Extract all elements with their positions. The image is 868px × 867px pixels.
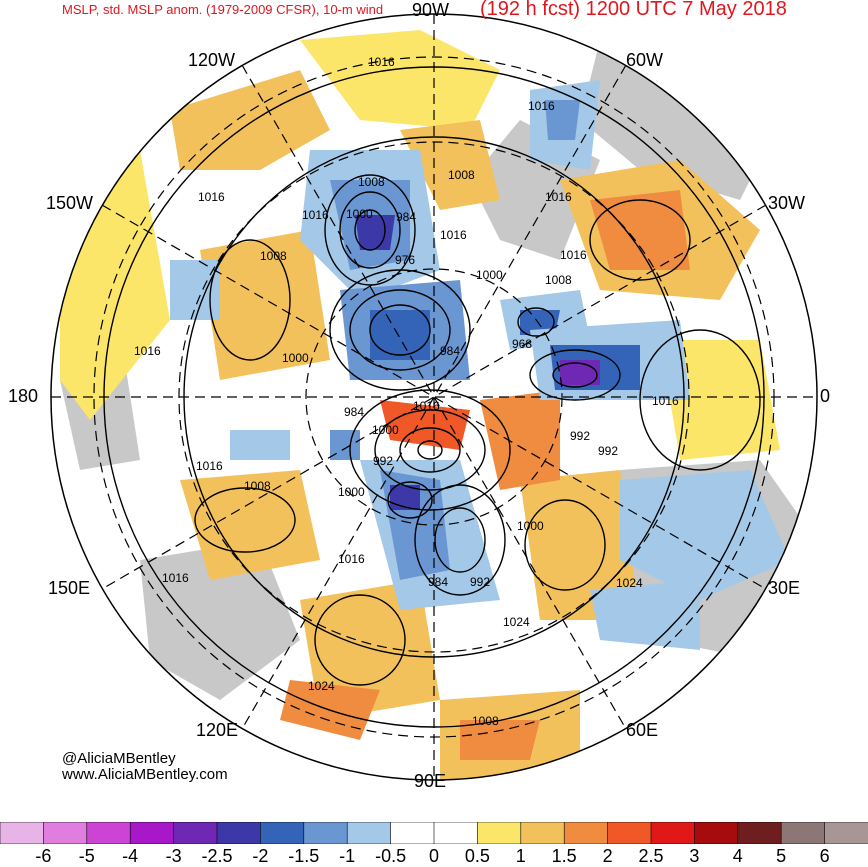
- colorbar-tick-label: 4: [732, 846, 743, 866]
- colorbar-tick-label: -5: [78, 846, 95, 866]
- lon-label-60e: 60E: [626, 720, 659, 740]
- colorbar-swatch: [824, 822, 868, 844]
- isobar-label: 1016: [196, 459, 223, 473]
- lon-label-180: 180: [8, 386, 39, 406]
- colorbar-tick-label: 0: [428, 846, 440, 866]
- colorbar-tick-label: 2.5: [638, 846, 664, 866]
- colorbar-swatch: [694, 822, 739, 844]
- isobar-label: 984: [396, 210, 416, 224]
- isobar-labels: 1016 1016 1016 1016 1016 1016 1016 1016 1016 1016…: [134, 55, 679, 728]
- isobar-label: 976: [395, 253, 415, 267]
- colorbar-tick-label: -3: [165, 846, 182, 866]
- lon-label-150w: 150W: [46, 193, 94, 213]
- isobar-label: 1016: [368, 55, 395, 69]
- colorbar-swatch: [129, 822, 175, 844]
- polar-map: 1016 1016 1016 1016 1016 1016 1016 1016 1016 1016…: [50, 13, 818, 781]
- isobar-label: 992: [598, 444, 618, 458]
- colorbar-tick-label: 0.5: [464, 846, 490, 866]
- colorbar-tick-label: 2: [602, 846, 613, 866]
- isobar-label: 1016: [440, 228, 467, 242]
- isobar-label: 992: [470, 575, 490, 589]
- colorbar-swatch: [477, 822, 522, 844]
- lon-label-90w: 90W: [412, 0, 450, 20]
- isobar-label: 984: [440, 344, 460, 358]
- lon-label-90e: 90E: [414, 771, 447, 791]
- colorbar-swatch: [173, 822, 218, 844]
- colorbar-swatch: [780, 822, 826, 844]
- isobar-label: 1016: [338, 552, 365, 566]
- isobar-label: 1016: [652, 394, 679, 408]
- colorbar-swatch: [607, 822, 652, 844]
- colorbar-tick-label: -0.5: [375, 846, 407, 866]
- colorbar-tick-label: 1: [515, 846, 526, 866]
- colorbar: [0, 822, 868, 844]
- lon-label-150e: 150E: [48, 578, 91, 598]
- credit-twitter: @AliciaMBentley: [62, 750, 176, 767]
- isobar-label: 1000: [282, 351, 309, 365]
- isobar-label: 992: [570, 429, 590, 443]
- isobar-label: 1008: [260, 249, 287, 263]
- colorbar-tick-label: -2: [252, 846, 269, 866]
- lat-lon-grid: [51, 14, 817, 780]
- isobar-label: 1008: [244, 479, 271, 493]
- colorbar-tick-label: -2.5: [201, 846, 233, 866]
- lon-label-30e: 30E: [768, 578, 801, 598]
- colorbar-tick-label: 6: [819, 846, 830, 866]
- colorbar-swatch: [86, 822, 132, 844]
- isobar-label: 984: [344, 405, 364, 419]
- isobar-label: 984: [428, 575, 448, 589]
- isobar-label: 1008: [448, 168, 475, 182]
- isobar-label: 1016: [528, 99, 555, 113]
- lon-label-120w: 120W: [188, 50, 236, 70]
- colorbar-swatch: [737, 822, 782, 844]
- credit-website: www.AliciaMBentley.com: [62, 766, 228, 783]
- colorbar-swatch: [43, 822, 88, 844]
- colorbar-tick-label: 3: [689, 846, 700, 866]
- isobar-label: 1000: [372, 423, 399, 437]
- lon-label-30w: 30W: [768, 193, 806, 213]
- colorbar-swatch: [650, 822, 696, 844]
- colorbar-tick-label: 5: [776, 846, 787, 866]
- chart-title: MSLP, std. MSLP anom. (1979-2009 CFSR), …: [62, 2, 384, 17]
- isobar-label: 1016: [560, 248, 587, 262]
- isobar-label: 1016: [413, 399, 440, 413]
- isobar-label: 1008: [545, 273, 572, 287]
- map-border: [50, 13, 818, 781]
- isobar-label: 968: [512, 337, 532, 351]
- colorbar-swatch: [520, 822, 565, 844]
- isobar-label: 1016: [302, 208, 329, 222]
- isobar-label: 1024: [308, 679, 335, 693]
- lon-label-0: 0: [820, 386, 831, 406]
- colorbar-tick-label: -1.5: [288, 846, 320, 866]
- isobar-label: 1000: [476, 268, 503, 282]
- colorbar-swatch: [303, 822, 348, 844]
- isobar-label: 1000: [346, 207, 373, 221]
- colorbar-swatch: [346, 822, 392, 844]
- colorbar-swatch: [216, 822, 262, 844]
- colorbar-swatch: [433, 822, 479, 844]
- lon-label-60w: 60W: [626, 50, 664, 70]
- lon-label-120e: 120E: [196, 720, 239, 740]
- isobar-label: 1024: [616, 576, 643, 590]
- isobar-label: 992: [373, 454, 393, 468]
- colorbar-tick-label: 1.5: [551, 846, 577, 866]
- isobar-label: 1024: [503, 615, 530, 629]
- isobar-label: 1016: [162, 571, 189, 585]
- isobar-label: 1016: [134, 344, 161, 358]
- colorbar-swatch: [260, 822, 305, 844]
- forecast-time: (192 h fcst) 1200 UTC 7 May 2018: [480, 0, 787, 20]
- isobar-label: 1008: [358, 175, 385, 189]
- colorbar-tick-label: -4: [122, 846, 139, 866]
- colorbar-swatch: [0, 822, 45, 844]
- colorbar-swatch: [390, 822, 435, 844]
- isobar-label: 1016: [198, 190, 225, 204]
- isobar-label: 1016: [545, 190, 572, 204]
- colorbar-tick-label: -6: [35, 846, 52, 866]
- isobar-label: 1000: [338, 485, 365, 499]
- colorbar-swatch: [563, 822, 609, 844]
- isobar-label: 1008: [472, 714, 499, 728]
- isobar-label: 1000: [517, 519, 544, 533]
- positive-anomalies: [60, 30, 780, 780]
- colorbar-tick-label: -1: [339, 846, 356, 866]
